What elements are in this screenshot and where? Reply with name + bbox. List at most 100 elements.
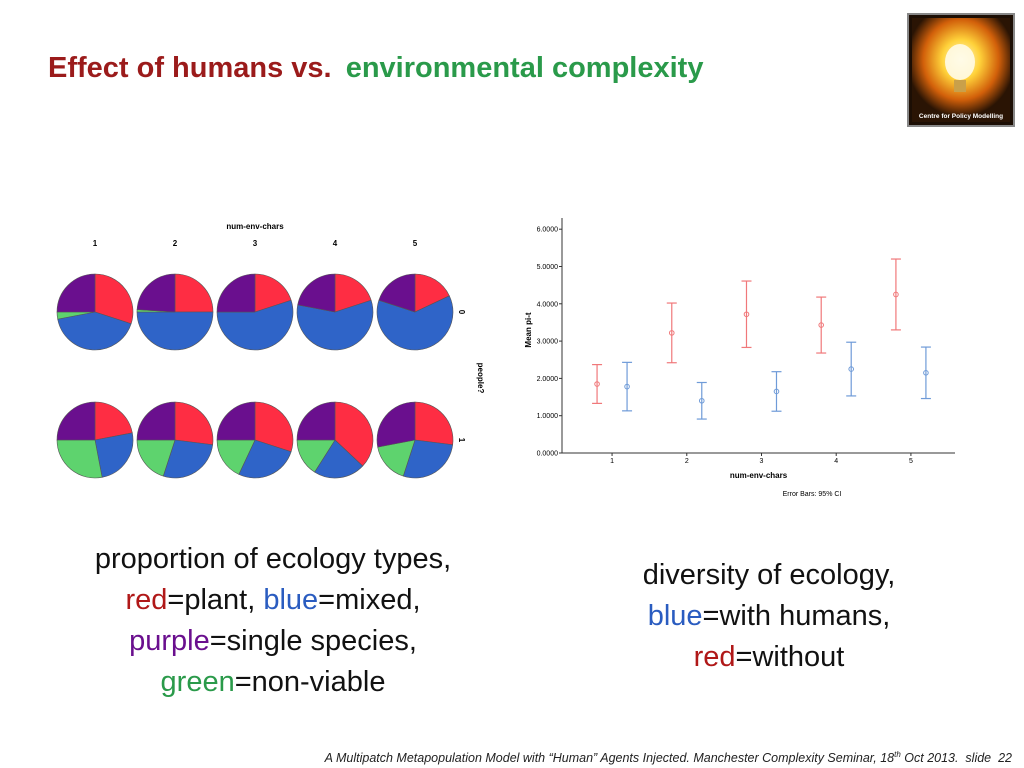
caption-line: purple=single species, xyxy=(129,625,417,657)
mean-marker xyxy=(923,370,929,376)
pie-wedge xyxy=(136,273,176,313)
pie-wedge xyxy=(56,273,96,313)
pie-wedge xyxy=(254,401,294,453)
mean-marker xyxy=(668,330,675,336)
y-tick-label: 4.0000 xyxy=(537,301,559,308)
pie-wedge xyxy=(56,439,103,479)
highlight-word: red xyxy=(125,584,167,616)
error-bar xyxy=(592,363,603,404)
highlight-word: blue xyxy=(648,600,703,632)
pie-wedge xyxy=(174,273,214,313)
caption-text: diversity of ecology, xyxy=(643,559,896,591)
pie-wedge xyxy=(94,273,134,325)
pie-wedge xyxy=(238,439,292,479)
caption-line: diversity of ecology, xyxy=(643,559,896,591)
error-bar xyxy=(622,361,633,412)
caption-text: =mixed, xyxy=(318,584,420,616)
pie-wedge xyxy=(334,273,372,313)
pie-wedge xyxy=(94,401,133,441)
pie-wedge xyxy=(162,439,214,479)
caption-text: =non-viable xyxy=(235,666,386,698)
pie-wedge xyxy=(296,299,374,351)
y-tick-label: 5.0000 xyxy=(537,264,559,271)
highlight-word: purple xyxy=(129,625,210,657)
caption-line: proportion of ecology types, xyxy=(95,543,451,575)
y-axis-label: Mean pi-t xyxy=(524,312,533,347)
y-tick-label: 2.0000 xyxy=(537,376,559,383)
column-label: 5 xyxy=(413,239,418,248)
pie-wedge xyxy=(296,401,336,441)
y-tick-label: 0.0000 xyxy=(537,451,559,458)
footer-text: A Multipatch Metapopulation Model with “… xyxy=(324,751,895,765)
row-label: 0 xyxy=(457,310,466,315)
pie-wedge xyxy=(314,439,364,479)
pie-wedge xyxy=(136,401,176,441)
error-bar xyxy=(771,371,782,412)
pie-wedge xyxy=(402,439,454,479)
caption-text: =plant, xyxy=(167,584,263,616)
pie-wedge xyxy=(414,273,450,313)
error-bar xyxy=(816,296,827,354)
pie-wedge xyxy=(136,311,214,351)
pie-wedge xyxy=(216,439,256,475)
x-axis-label: num-env-chars xyxy=(730,471,788,480)
row-label: 1 xyxy=(457,438,466,443)
x-tick-label: 5 xyxy=(909,458,913,465)
y-tick-label: 6.0000 xyxy=(537,227,559,234)
title-part: environmental complexity xyxy=(346,52,704,84)
note: Error Bars: 95% CI xyxy=(783,491,842,498)
error-bar xyxy=(741,280,752,349)
caption-line: green=non-viable xyxy=(161,666,386,698)
mean-marker xyxy=(818,322,825,328)
error-bar xyxy=(696,381,707,420)
pie-wedge xyxy=(174,401,214,446)
logo: Centre for Policy Modelling xyxy=(907,13,1015,127)
mean-marker xyxy=(698,397,705,404)
error-bar xyxy=(846,341,857,397)
mean-marker xyxy=(893,291,899,298)
column-label: 1 xyxy=(93,239,98,248)
caption-text: =with humans, xyxy=(703,600,891,632)
caption-text: =without xyxy=(736,641,845,673)
pie-wedge xyxy=(334,401,374,467)
caption-line: blue=with humans, xyxy=(648,600,891,632)
pie-wedge xyxy=(136,439,176,477)
row-axis-label: people? xyxy=(476,363,485,394)
slide-number: 22 xyxy=(997,751,1012,765)
pie-wedge xyxy=(378,273,416,313)
highlight-word: red xyxy=(694,641,736,673)
mean-marker xyxy=(743,311,750,318)
x-tick-label: 1 xyxy=(610,458,614,465)
highlight-word: green xyxy=(161,666,235,698)
mean-marker xyxy=(594,381,600,387)
footer-sup: th xyxy=(894,750,901,759)
column-label: 3 xyxy=(253,239,258,248)
x-tick-label: 2 xyxy=(685,458,689,465)
caption-text: proportion of ecology types, xyxy=(95,543,451,575)
chart-title: num-env-chars xyxy=(226,222,284,231)
caption-line: red=without xyxy=(694,641,845,673)
column-label: 2 xyxy=(173,239,178,248)
footer: A Multipatch Metapopulation Model with “… xyxy=(324,750,1012,765)
caption-line: red=plant, blue=mixed, xyxy=(125,584,420,616)
y-tick-label: 3.0000 xyxy=(537,339,559,346)
pie-wedge xyxy=(297,273,336,313)
error-bar xyxy=(666,302,677,364)
logo-text: Centre for Policy Modelling xyxy=(919,113,1003,120)
column-label: 4 xyxy=(333,239,338,248)
mean-marker xyxy=(848,366,855,372)
error-bar-chart: 0.0000 1.0000 2.0000 3.0000 4.0000 5.0000 6.00… xyxy=(524,218,955,498)
pie-wedge xyxy=(376,295,454,351)
pie-wedge xyxy=(216,401,256,441)
pie-wedge xyxy=(216,273,256,313)
pie-wedge xyxy=(216,299,294,351)
pie-wedge xyxy=(414,401,454,446)
caption-text: =single species, xyxy=(210,625,417,657)
pie-grid-chart: num-env-chars 1 2 3 4 5 people? 0 1 xyxy=(56,222,485,479)
y-tick-label: 1.0000 xyxy=(537,413,559,420)
captions: proportion of ecology types,red=plant, b… xyxy=(95,543,895,698)
mean-marker xyxy=(773,388,780,395)
pie-wedge xyxy=(254,273,292,313)
error-bar xyxy=(920,346,931,400)
